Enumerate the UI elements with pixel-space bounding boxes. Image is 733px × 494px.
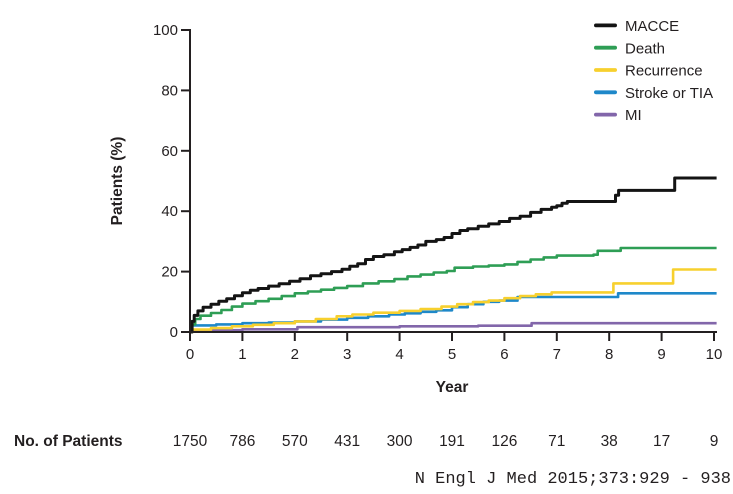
x-tick-label: 8 bbox=[605, 346, 613, 363]
y-axis-ticks bbox=[181, 29, 190, 333]
x-tick-label: 1 bbox=[238, 346, 246, 363]
macce-curve bbox=[190, 176, 717, 334]
risk-count: 71 bbox=[548, 433, 565, 450]
risk-count: 1750 bbox=[173, 433, 208, 450]
x-tick-label: 7 bbox=[553, 346, 561, 363]
risk-count: 570 bbox=[282, 433, 308, 450]
x-tick-label: 10 bbox=[706, 346, 723, 363]
y-axis-title: Patients (%) bbox=[109, 137, 126, 226]
x-tick-label: 6 bbox=[500, 346, 508, 363]
x-tick-label: 3 bbox=[343, 346, 351, 363]
curve-group bbox=[190, 176, 717, 334]
y-tick-label: 100 bbox=[153, 22, 178, 39]
x-tick-label: 2 bbox=[291, 346, 299, 363]
legend-label-macce: MACCE bbox=[625, 18, 679, 35]
risk-count: 431 bbox=[334, 433, 360, 450]
x-axis-title: Year bbox=[436, 379, 469, 396]
x-tick-label: 5 bbox=[448, 346, 456, 363]
y-tick-label: 20 bbox=[161, 264, 178, 281]
x-tick-label: 9 bbox=[657, 346, 665, 363]
legend-label-mi: MI bbox=[625, 107, 642, 124]
x-axis-ticks bbox=[189, 332, 715, 341]
legend-swatch-recurrence bbox=[594, 68, 617, 72]
x-tick-label: 0 bbox=[186, 346, 194, 363]
risk-count: 17 bbox=[653, 433, 670, 450]
legend-label-death: Death bbox=[625, 40, 665, 57]
legend-swatch-death bbox=[594, 45, 617, 50]
legend: MACCE Death Recurrence Stroke or TIA MI bbox=[594, 18, 713, 124]
y-tick-label: 0 bbox=[170, 324, 178, 341]
y-tick-label: 80 bbox=[161, 82, 178, 99]
legend-swatch-mi bbox=[594, 112, 617, 117]
risk-count: 9 bbox=[710, 433, 719, 450]
y-tick-label: 40 bbox=[161, 203, 178, 220]
legend-swatch-stroke-tia bbox=[594, 90, 617, 95]
risk-count: 126 bbox=[491, 433, 517, 450]
number-at-risk-row: No. of Patients 1750 786 570 431 300 191… bbox=[14, 433, 718, 450]
death-curve bbox=[190, 246, 717, 334]
y-tick-label: 60 bbox=[161, 143, 178, 160]
legend-label-recurrence: Recurrence bbox=[625, 63, 703, 80]
legend-swatch-macce bbox=[594, 23, 617, 28]
x-tick-label: 4 bbox=[395, 346, 403, 363]
risk-row-label: No. of Patients bbox=[14, 433, 123, 450]
legend-label-stroke-tia: Stroke or TIA bbox=[625, 85, 713, 102]
risk-count: 38 bbox=[601, 433, 618, 450]
recurrence-curve bbox=[190, 268, 717, 334]
risk-count: 191 bbox=[439, 433, 465, 450]
journal-citation: N Engl J Med 2015;373:929 - 938 bbox=[415, 470, 731, 489]
risk-count: 300 bbox=[387, 433, 413, 450]
risk-count: 786 bbox=[229, 433, 255, 450]
